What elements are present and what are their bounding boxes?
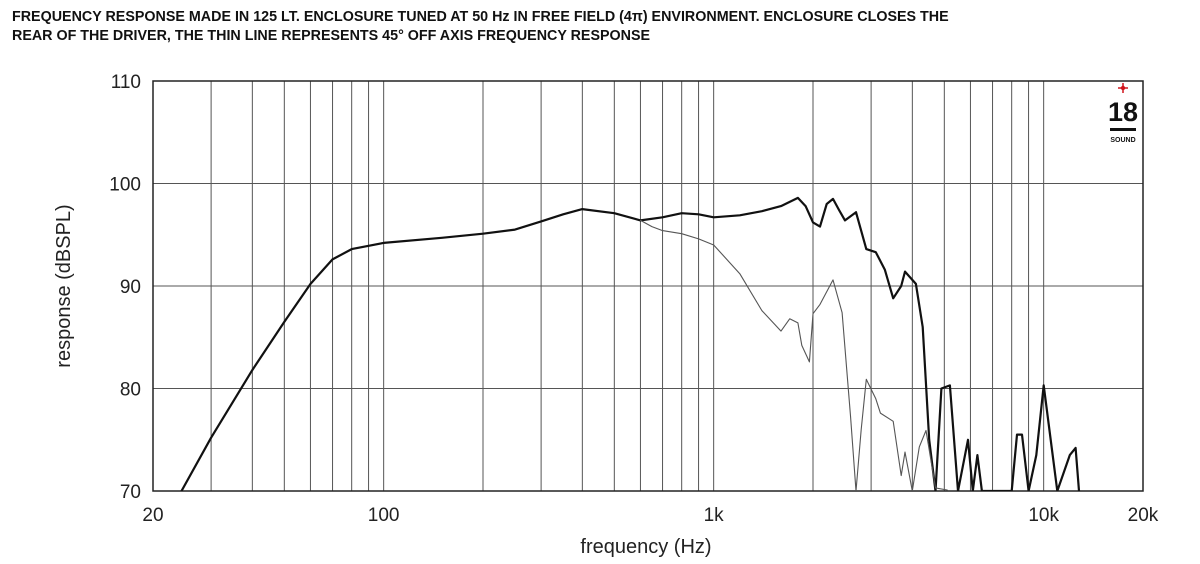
- y-tick-label: 90: [120, 277, 141, 298]
- series-line-on-axis: [180, 196, 1081, 491]
- x-tick-label: 10k: [1028, 505, 1059, 526]
- series-line-off-axis-45: [639, 219, 948, 491]
- star-icon: [1118, 83, 1128, 93]
- x-tick-label: 1k: [704, 505, 725, 526]
- y-tick-label: 100: [109, 175, 141, 196]
- series-group: [180, 196, 1081, 491]
- chart-caption: FREQUENCY RESPONSE MADE IN 125 LT. ENCLO…: [12, 8, 1192, 46]
- grid: [153, 80, 1143, 492]
- x-tick-label: 20k: [1128, 505, 1159, 526]
- logo-small-text: SOUND: [1110, 137, 1135, 144]
- brand-logo: 18 SOUND: [1108, 83, 1138, 144]
- y-tick-label: 110: [111, 72, 141, 93]
- y-tick-label: 70: [120, 482, 141, 503]
- logo-number: 18: [1108, 97, 1138, 127]
- caption-line-2: REAR OF THE DRIVER, THE THIN LINE REPRES…: [12, 28, 651, 44]
- logo-rule: [1110, 128, 1136, 131]
- tick-labels: 20 100 1k 10k 20k 70 80 90 100 110: [109, 72, 1159, 526]
- x-tick-label: 20: [142, 505, 163, 526]
- caption-line-1: FREQUENCY RESPONSE MADE IN 125 LT. ENCLO…: [12, 9, 949, 25]
- x-tick-label: 100: [368, 505, 400, 526]
- x-axis-label: frequency (Hz): [580, 536, 711, 558]
- y-axis-label: response (dBSPL): [53, 204, 75, 367]
- plot-frame: [152, 80, 1144, 492]
- y-tick-label: 80: [120, 380, 141, 401]
